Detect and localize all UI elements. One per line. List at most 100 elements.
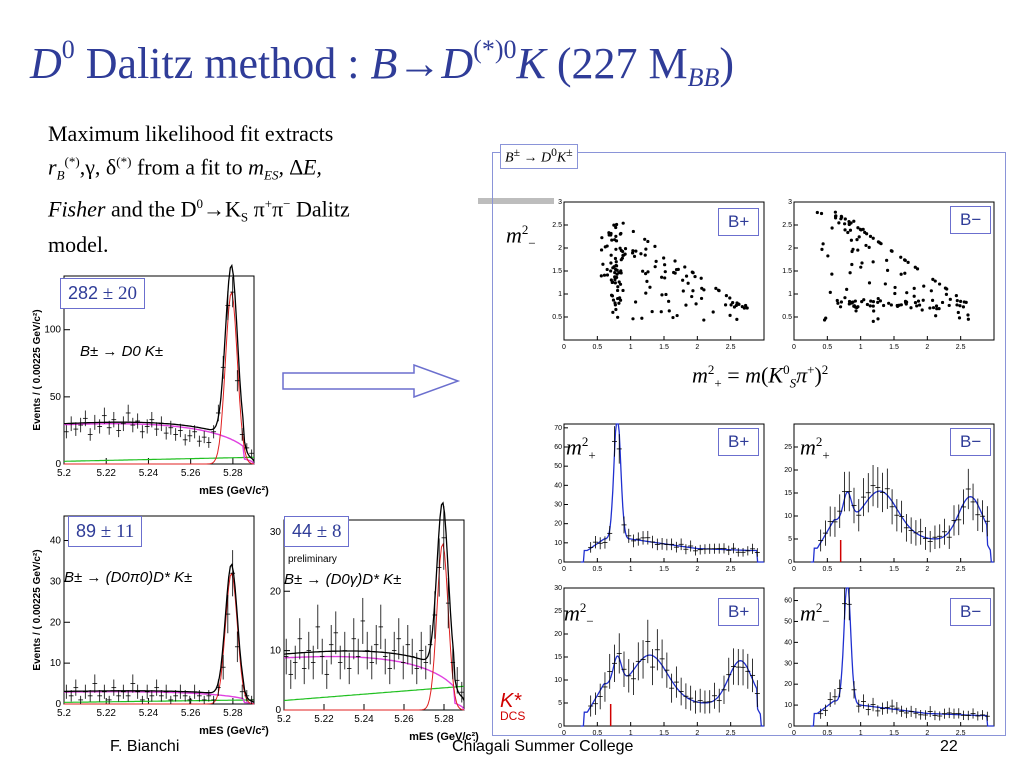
- dalitz-point: [616, 315, 620, 319]
- dalitz-point: [871, 299, 876, 304]
- dalitz-point: [618, 298, 623, 302]
- right-arrow-icon: [282, 364, 461, 398]
- dalitz-point: [742, 306, 746, 310]
- dalitz-point: [615, 275, 619, 280]
- y-tick-label: 0: [558, 723, 562, 730]
- x-tick-label: 5.2: [57, 468, 71, 479]
- x-tick-label: 0: [562, 344, 566, 351]
- dalitz-point: [648, 285, 652, 289]
- x-tick-label: 1: [859, 344, 863, 351]
- dalitz-point: [684, 303, 688, 307]
- dalitz-point: [964, 300, 968, 304]
- dalitz-point: [664, 292, 668, 297]
- dalitz-point: [849, 238, 854, 242]
- dalitz-point: [619, 271, 623, 275]
- y-tick-label: 2.5: [782, 222, 792, 229]
- dalitz-point: [887, 301, 891, 305]
- dalitz-point: [621, 221, 625, 225]
- x-tick-label: 1.5: [659, 730, 669, 737]
- dalitz-point: [673, 259, 677, 263]
- y-tick-label: 0: [788, 723, 792, 730]
- dalitz-point: [928, 306, 932, 310]
- y-tick-label: 2: [788, 245, 792, 252]
- x-tick-label: 5.2: [277, 714, 291, 725]
- y-tick-label: 3: [788, 199, 792, 206]
- y-tick-label: 60: [784, 598, 792, 605]
- dalitz-point: [613, 271, 617, 275]
- y-tick-label: 20: [270, 586, 282, 597]
- signal-curve: [64, 572, 255, 705]
- dalitz-point: [852, 219, 856, 223]
- dalitz-point: [614, 247, 618, 251]
- y-tick-label: 1: [788, 291, 792, 298]
- y-tick-label: 20: [50, 617, 62, 628]
- dalitz-point: [868, 304, 872, 308]
- continuum-curve: [63, 423, 255, 465]
- dalitz-point: [617, 280, 621, 284]
- dalitz-point: [862, 298, 866, 302]
- dalitz-point: [681, 289, 685, 293]
- dalitz-point: [843, 296, 847, 300]
- signal-curve: [64, 291, 255, 465]
- dalitz-point: [824, 316, 828, 320]
- x-tick-label: 5.28: [223, 468, 243, 479]
- dalitz-point: [954, 294, 958, 298]
- dalitz-point: [614, 222, 619, 227]
- divider-bar: [478, 198, 554, 204]
- x-tick-label: 2.5: [956, 730, 966, 737]
- bplus-badge: B+: [718, 598, 760, 626]
- dalitz-point: [885, 268, 890, 272]
- dalitz-point: [915, 267, 920, 271]
- dalitz-point: [614, 225, 618, 230]
- dalitz-point: [909, 306, 913, 310]
- dalitz-point: [605, 273, 610, 277]
- dalitz-point: [702, 288, 706, 292]
- dalitz-point: [966, 313, 970, 317]
- y-tick-label: 10: [784, 702, 792, 709]
- dalitz-point: [856, 226, 860, 230]
- dalitz-point: [905, 291, 909, 295]
- dalitz-point: [615, 268, 619, 272]
- y-tick-label: 50: [554, 463, 562, 470]
- x-axis-label: mES (GeV/c²): [409, 731, 479, 743]
- dalitz-point: [602, 273, 607, 277]
- dalitz-point: [867, 245, 871, 249]
- y-tick-label: 50: [50, 392, 62, 403]
- dalitz-point: [957, 316, 962, 320]
- dalitz-point: [614, 260, 618, 264]
- dalitz-point: [876, 240, 881, 244]
- dalitz-point: [613, 281, 617, 285]
- x-tick-label: 1: [629, 730, 633, 737]
- dalitz-point: [828, 290, 832, 294]
- dalitz-point: [937, 307, 941, 311]
- y-tick-label: 10: [50, 658, 62, 669]
- dalitz-point: [616, 296, 620, 301]
- y-tick-label: 2.5: [552, 222, 562, 229]
- dalitz-point: [871, 304, 875, 308]
- dalitz-point: [632, 254, 637, 259]
- dalitz-point: [854, 309, 858, 313]
- dalitz-point: [611, 280, 615, 284]
- dalitz-point: [834, 214, 838, 218]
- dalitz-point: [913, 300, 918, 305]
- dalitz-point: [699, 296, 704, 301]
- dalitz-point: [621, 288, 625, 293]
- dalitz-point: [836, 301, 840, 305]
- dalitz-point: [930, 298, 935, 302]
- y-tick-label: 0: [558, 559, 562, 566]
- m-minus-label: m2−: [800, 600, 830, 629]
- dalitz-point: [934, 314, 938, 318]
- x-tick-label: 1: [859, 566, 863, 573]
- dalitz-point: [843, 228, 847, 232]
- dalitz-point: [667, 299, 671, 303]
- dalitz-point: [835, 298, 839, 303]
- bb-background-curve: [64, 456, 254, 462]
- dalitz-point: [623, 247, 628, 251]
- dalitz-point: [633, 300, 638, 304]
- dalitz-point: [600, 236, 604, 240]
- dalitz-point: [838, 305, 843, 309]
- dalitz-point: [711, 310, 715, 314]
- dalitz-point: [745, 306, 749, 310]
- dalitz-point: [599, 248, 604, 252]
- m-minus-label: m2−: [564, 600, 594, 629]
